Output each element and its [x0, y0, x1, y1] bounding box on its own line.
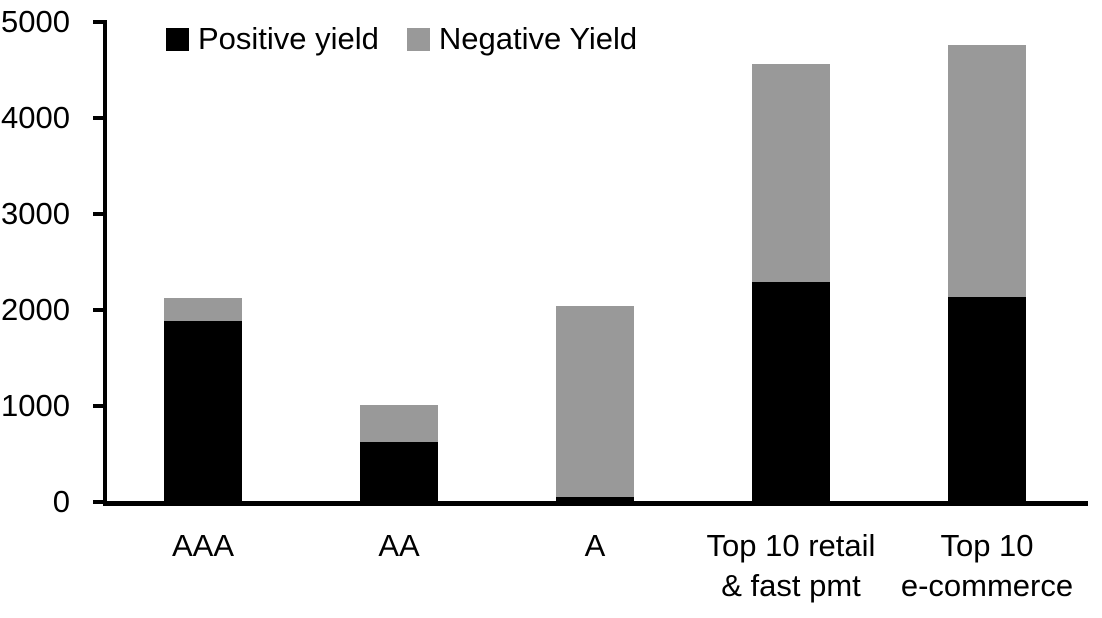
legend-label-positive-yield: Positive yield: [198, 21, 379, 56]
y-tick-label-1000: 1000: [1, 388, 70, 423]
y-tick-mark-4000: [93, 116, 105, 120]
x-category-label-aaa: AAA: [83, 526, 323, 566]
legend-swatch-negative-yield: [406, 27, 430, 51]
y-tick-label-4000: 4000: [1, 100, 70, 135]
y-tick-mark-1000: [93, 404, 105, 408]
x-category-label-a: A: [475, 526, 715, 566]
bar-segment-positive-yield-aaa: [164, 320, 242, 502]
y-tick-label-2000: 2000: [1, 292, 70, 327]
bar-segment-negative-yield-aaa: [164, 297, 242, 321]
y-axis-line: [103, 20, 107, 506]
bar-segment-negative-yield-top-10-e-commerce: [948, 45, 1026, 297]
x-category-label-aa: AA: [279, 526, 519, 566]
x-category-label-top-10-e-commerce: Top 10 e-commerce: [867, 526, 1102, 606]
bar-segment-negative-yield-aa: [360, 405, 438, 443]
x-category-label-top-10-retail-fast-pmt: Top 10 retail & fast pmt: [671, 526, 911, 606]
legend-label-negative-yield: Negative Yield: [438, 21, 638, 56]
x-category-label-line: e-commerce: [900, 568, 1074, 603]
x-axis-baseline: [103, 501, 1088, 506]
legend: Positive yield Negative Yield: [166, 21, 637, 57]
x-category-label-line: & fast pmt: [721, 568, 861, 603]
bar-segment-positive-yield-top-10-retail-fast-pmt: [752, 282, 830, 502]
legend-swatch-positive-yield: [166, 27, 189, 51]
bar-segment-positive-yield-aa: [360, 442, 438, 502]
x-category-label-line: AAA: [171, 528, 235, 563]
bar-segment-negative-yield-a: [556, 306, 634, 498]
y-tick-label-3000: 3000: [1, 196, 70, 231]
x-category-label-line: A: [584, 528, 606, 563]
legend-item-negative-yield: Negative Yield: [406, 21, 638, 57]
x-category-label-line: Top 10: [940, 528, 1034, 563]
y-tick-label-0: 0: [52, 484, 70, 519]
x-category-label-line: AA: [378, 528, 420, 563]
y-tick-label-5000: 5000: [1, 4, 70, 39]
y-tick-mark-2000: [93, 308, 105, 312]
bar-segment-negative-yield-top-10-retail-fast-pmt: [752, 64, 830, 283]
x-category-label-line: Top 10 retail: [706, 528, 876, 563]
y-tick-mark-3000: [93, 212, 105, 216]
bar-segment-positive-yield-top-10-e-commerce: [948, 296, 1026, 502]
y-tick-mark-0: [93, 500, 105, 504]
y-tick-mark-5000: [93, 20, 105, 24]
bar-segment-positive-yield-a: [556, 497, 634, 502]
legend-item-positive-yield: Positive yield: [166, 21, 379, 57]
